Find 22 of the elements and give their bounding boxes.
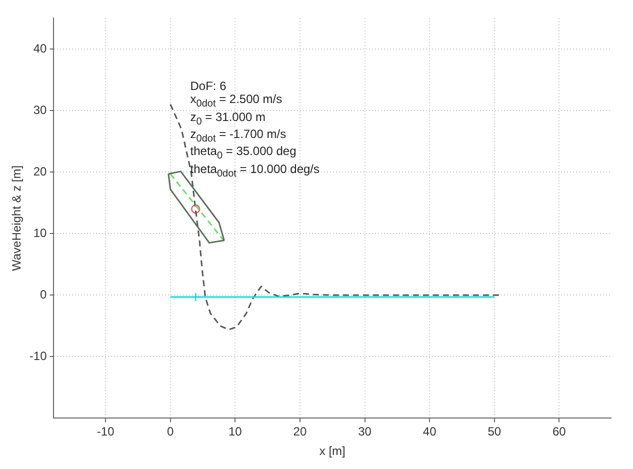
x-tick-label: 40 xyxy=(422,424,437,439)
annotation: theta$_{0dot}$ = 10.000 deg/s xyxy=(190,162,320,180)
y-tick-label: 30 xyxy=(33,102,48,117)
y-tick-label: 40 xyxy=(33,41,48,56)
x-tick-label: 10 xyxy=(228,424,242,439)
x-tick-label: 30 xyxy=(358,424,372,439)
y-tick-label: 10 xyxy=(33,226,48,240)
x-tick-label: 50 xyxy=(488,424,502,439)
annotation: z$_{0dot}$ = -1.700 m/s xyxy=(190,126,288,146)
y-tick-label: 0 xyxy=(40,287,48,302)
y-tick-label: 20 xyxy=(33,164,48,178)
x-tick-label: 0 xyxy=(167,424,174,439)
annotation: DoF: 6 xyxy=(190,79,228,94)
y-axis-title: WaveHeight & z [m] xyxy=(10,165,24,271)
x-tick-label: 20 xyxy=(293,424,307,439)
x-tick-label: -10 xyxy=(96,424,115,439)
annotation: z$_{0}$ = 31.000 m xyxy=(190,110,267,128)
annotation: x$_{0dot}$ = 2.500 m/s xyxy=(190,92,284,111)
annotation: theta$_{0}$ = 35.000 deg xyxy=(190,144,298,163)
x-axis-title: x [m] xyxy=(319,444,346,458)
x-tick-label: 60 xyxy=(552,424,566,439)
y-tick-label: -10 xyxy=(29,348,48,363)
